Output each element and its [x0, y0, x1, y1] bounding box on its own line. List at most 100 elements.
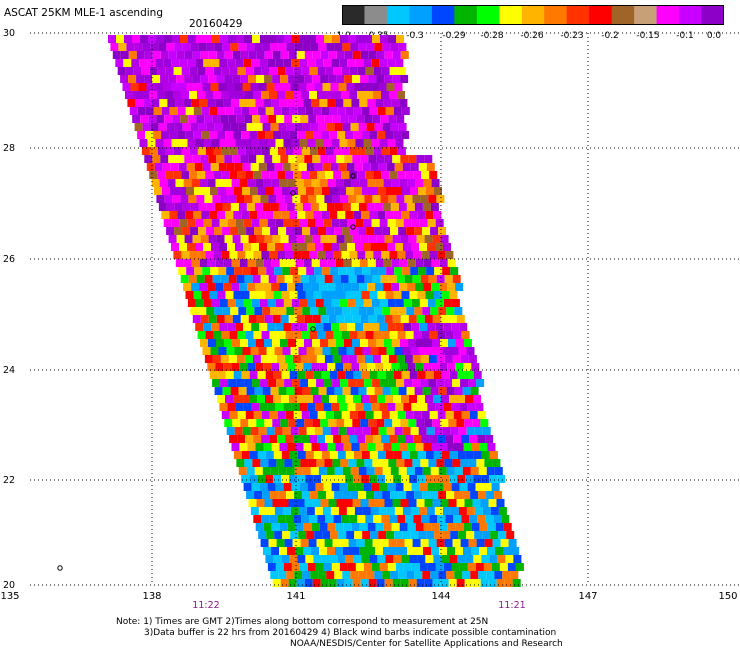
swath-cell	[155, 139, 164, 147]
swath-cell	[365, 411, 374, 419]
swath-cell	[274, 347, 283, 355]
swath-cell	[315, 403, 324, 411]
swath-cell	[273, 475, 282, 483]
swath-cell	[290, 427, 299, 435]
swath-cell	[243, 59, 252, 67]
swath-cell	[366, 307, 375, 315]
swath-cell	[141, 91, 149, 99]
swath-cell	[321, 107, 330, 115]
swath-cell	[392, 579, 401, 587]
swath-cell	[372, 275, 381, 283]
swath-cell	[283, 563, 292, 571]
swath-cell	[257, 291, 266, 299]
swath-cell	[510, 571, 519, 579]
swath-cell	[416, 235, 425, 243]
swath-cell	[331, 563, 340, 571]
swath-cell	[290, 507, 299, 515]
swath-cell	[408, 235, 417, 243]
swath-cell	[267, 139, 276, 147]
swath-cell	[362, 83, 371, 91]
swath-cell	[446, 571, 455, 579]
swath-cell	[277, 515, 286, 523]
swath-cell	[441, 475, 450, 483]
swath-cell	[372, 115, 381, 123]
swath-cell	[334, 491, 343, 499]
swath-cell	[381, 147, 390, 155]
swath-cell	[296, 315, 305, 323]
swath-cell	[389, 91, 397, 99]
swath-cell	[301, 67, 310, 75]
swath-cell	[335, 259, 344, 267]
swath-cell	[477, 515, 486, 523]
swath-cell	[352, 75, 361, 83]
swath-cell	[371, 243, 379, 251]
swath-cell	[226, 163, 235, 171]
swath-cell	[336, 419, 345, 427]
swath-cell	[277, 147, 286, 155]
swath-cell	[414, 491, 423, 499]
swath-cell	[266, 347, 275, 355]
swath-cell	[381, 411, 390, 419]
swath-cell	[490, 531, 499, 539]
swath-cell	[362, 507, 371, 515]
swath-cell	[197, 331, 206, 339]
swath-cell	[243, 139, 252, 147]
swath-cell	[388, 35, 396, 43]
swath-cell	[253, 171, 262, 179]
swath-cell	[211, 299, 220, 307]
swath-cell	[353, 395, 361, 403]
swath-cell	[198, 307, 207, 315]
swath-cell	[205, 251, 214, 259]
swath-cell	[387, 299, 396, 307]
swath-cell	[294, 227, 303, 235]
swath-cell	[361, 475, 370, 483]
swath-cell	[293, 147, 302, 155]
swath-cell	[306, 347, 315, 355]
note-line: NOAA/NESDIS/Center for Satellite Applica…	[290, 639, 563, 649]
swath-cell	[462, 467, 471, 475]
swath-cell	[326, 387, 335, 395]
swath-cell	[403, 483, 412, 491]
swath-cell	[420, 379, 429, 387]
swath-cell	[392, 315, 401, 323]
swath-cell	[229, 147, 238, 155]
swath-cell	[407, 523, 416, 531]
swath-cell	[221, 251, 230, 259]
swath-cell	[295, 523, 304, 531]
swath-cell	[312, 339, 320, 347]
swath-cell	[361, 451, 370, 459]
swath-cell	[426, 267, 435, 275]
swath-cell	[300, 459, 309, 467]
swath-cell	[314, 507, 323, 515]
legend-label: 0.0	[706, 31, 722, 41]
swath-cell	[497, 475, 506, 483]
swath-cell	[263, 259, 272, 267]
swath-cell	[418, 347, 427, 355]
swath-cell	[135, 99, 144, 107]
swath-cell	[231, 363, 240, 371]
swath-cell	[118, 43, 127, 51]
swath-cell	[470, 491, 479, 499]
swath-cell	[278, 123, 287, 131]
wind-barb-mark	[57, 565, 63, 571]
legend-swatch	[544, 5, 568, 25]
swath-cell	[241, 475, 250, 483]
swath-cell	[400, 499, 409, 507]
swath-cell	[340, 379, 349, 387]
swath-cell	[319, 179, 328, 187]
swath-cell	[365, 251, 374, 259]
swath-cell	[316, 275, 325, 283]
swath-cell	[410, 531, 419, 539]
swath-cell	[356, 355, 365, 363]
swath-cell	[162, 163, 171, 171]
swath-cell	[456, 419, 465, 427]
swath-cell	[261, 171, 270, 179]
swath-cell	[311, 179, 320, 187]
swath-cell	[324, 35, 332, 43]
swath-cell	[359, 283, 368, 291]
swath-cell	[424, 315, 433, 323]
swath-cell	[380, 35, 388, 43]
swath-cell	[414, 227, 423, 235]
swath-cell	[224, 155, 233, 163]
swath-cell	[268, 459, 277, 467]
